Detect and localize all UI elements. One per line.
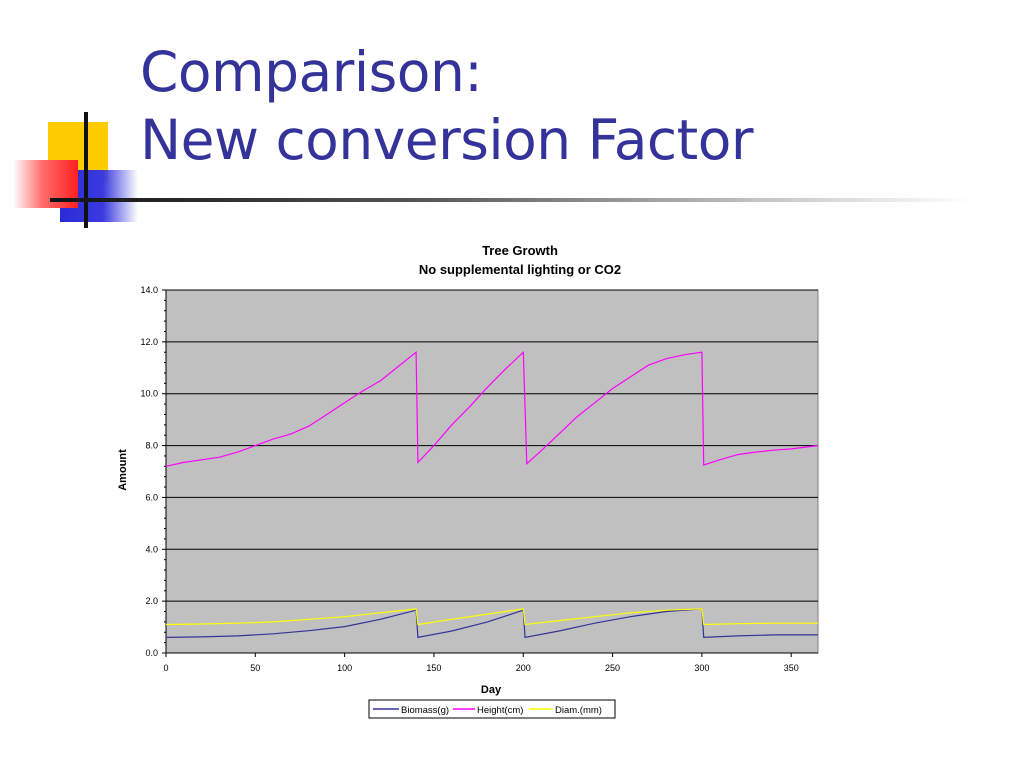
x-axis-label: Day bbox=[481, 684, 502, 696]
y-tick-label: 10.0 bbox=[140, 389, 158, 399]
x-tick-label: 300 bbox=[694, 663, 709, 673]
legend-box bbox=[368, 699, 616, 719]
y-tick-label: 0.0 bbox=[145, 648, 158, 658]
y-tick-label: 2.0 bbox=[145, 596, 158, 606]
x-tick-label: 250 bbox=[605, 663, 620, 673]
x-tick-label: 150 bbox=[426, 663, 441, 673]
legend-label-biomass-g: Biomass(g) bbox=[401, 705, 449, 716]
y-tick-label: 12.0 bbox=[140, 337, 158, 347]
series-line-height-cm bbox=[165, 350, 819, 467]
series-line-diam-mm bbox=[165, 608, 818, 626]
slide-title-line-2: New conversion Factor bbox=[140, 108, 753, 172]
slide-title: Comparison: New conversion Factor bbox=[140, 38, 753, 174]
y-tick-label: 14.0 bbox=[140, 285, 158, 295]
series-line-biomass-g bbox=[165, 608, 818, 639]
x-tick-label: 200 bbox=[516, 663, 531, 673]
y-tick-label: 6.0 bbox=[145, 492, 158, 502]
x-tick-label: 50 bbox=[250, 663, 260, 673]
x-tick-label: 350 bbox=[784, 663, 799, 673]
slide-title-line-1: Comparison: bbox=[140, 40, 483, 104]
legend-label-diam-mm: Diam.(mm) bbox=[555, 705, 602, 716]
decorative-vertical-line bbox=[84, 112, 88, 228]
legend-label-height-cm: Height(cm) bbox=[477, 705, 523, 716]
x-tick-label: 100 bbox=[337, 663, 352, 673]
y-tick-label: 4.0 bbox=[145, 544, 158, 554]
title-underline-rule bbox=[50, 198, 970, 202]
y-tick-label: 8.0 bbox=[145, 441, 158, 451]
y-axis-label: Amount bbox=[117, 449, 129, 491]
plot-area bbox=[165, 289, 819, 654]
chart-title: Tree Growth bbox=[482, 243, 558, 258]
chart-legend: Biomass(g) Height(cm) Diam.(mm) bbox=[368, 699, 616, 719]
x-tick-label: 0 bbox=[163, 663, 168, 673]
chart-subtitle: No supplemental lighting or CO2 bbox=[419, 262, 621, 277]
